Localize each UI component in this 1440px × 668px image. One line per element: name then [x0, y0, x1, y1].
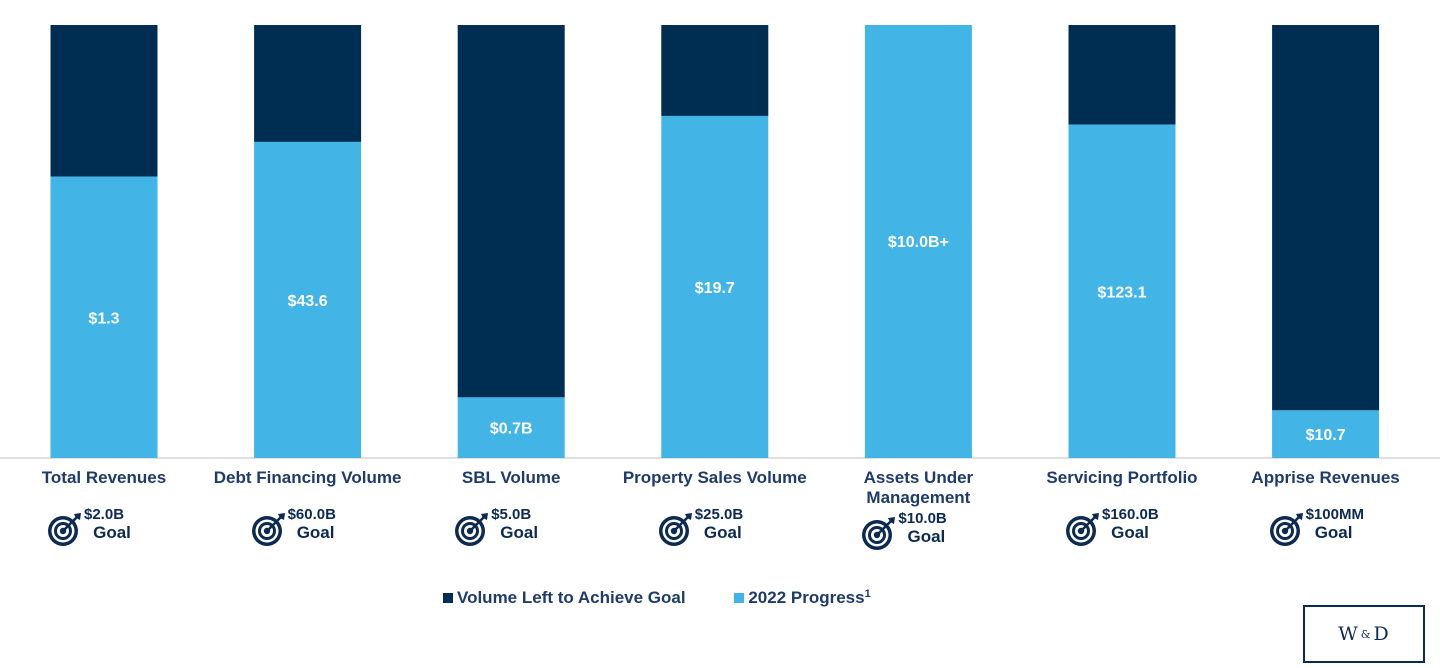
legend-label-progress: 2022 Progress — [748, 588, 865, 607]
legend-label-left: Volume Left to Achieve Goal — [457, 588, 686, 607]
legend-swatch-dark — [443, 593, 453, 603]
goal-word: Goal — [703, 523, 742, 542]
target-icon — [862, 517, 896, 550]
target-icon — [455, 513, 489, 546]
bar-progress-1 — [254, 141, 362, 458]
goal-word: Goal — [296, 523, 335, 542]
goal-word: Goal — [1314, 523, 1353, 542]
data-label-1: $43.6 — [288, 293, 328, 310]
bar-remaining-6 — [1272, 25, 1380, 411]
data-label-4: $10.0B+ — [888, 234, 949, 251]
bar-progress-2 — [457, 397, 565, 458]
footnote-mark: 1 — [864, 588, 871, 600]
bar-remaining-1 — [254, 25, 362, 142]
bar-remaining-2 — [457, 25, 565, 398]
goal-word: Goal — [907, 527, 946, 546]
bar-remaining-5 — [1068, 25, 1176, 125]
target-icon — [658, 513, 692, 546]
goal-amount: $160.0B — [1102, 506, 1159, 523]
goal-marker-0: $2.0B Goal — [46, 506, 206, 554]
wd-logo: W & D — [1303, 605, 1425, 663]
category-label-3: Property Sales Volume — [622, 468, 807, 487]
category-label-4: Assets Under Management — [863, 468, 974, 507]
goal-word: Goal — [500, 523, 539, 542]
target-icon — [1066, 513, 1099, 546]
goal-amount: $60.0B — [287, 506, 336, 523]
bar-progress-6 — [1272, 410, 1380, 458]
goal-marker-3: $25.0B Goal — [657, 506, 817, 554]
goal-amount: $100MM — [1305, 506, 1364, 523]
category-label-0: Total Revenues — [41, 468, 167, 487]
bar-remaining-3 — [661, 25, 769, 116]
goal-marker-1: $60.0B Goal — [250, 506, 410, 554]
bar-progress-0 — [50, 176, 158, 459]
goal-marker-5: $160.0B Goal — [1064, 506, 1224, 554]
stacked-bar-chart: $1.3 $43.6 $0.7B $19.7 $10.0B+ $123.1 $10.7 — [0, 25, 1440, 459]
goal-amount: $25.0B — [694, 506, 744, 523]
legend-item-progress: 2022 Progress 1 — [734, 588, 871, 608]
data-label-0: $1.3 — [88, 310, 119, 327]
data-label-2: $0.7B — [490, 421, 533, 438]
legend: Volume Left to Achieve Goal 2022 Progres… — [443, 588, 915, 610]
category-label-6: Apprise Revenues — [1251, 468, 1400, 487]
target-icon — [48, 513, 81, 546]
goal-amount: $5.0B — [491, 506, 532, 523]
goal-amount: $10.0B — [898, 510, 947, 527]
target-icon — [251, 513, 285, 546]
bar-remaining-0 — [50, 25, 158, 177]
data-label-5: $123.1 — [1098, 284, 1147, 301]
bar-progress-3 — [661, 115, 769, 459]
bar-progress-4 — [864, 25, 972, 458]
goal-marker-2: $5.0B Goal — [453, 506, 613, 554]
category-label-5: Servicing Portfolio — [1046, 468, 1198, 487]
goal-amount: $2.0B — [84, 506, 125, 523]
data-label-6: $10.7 — [1306, 427, 1346, 444]
category-label-1: Debt Financing Volume — [213, 468, 402, 487]
bar-progress-5 — [1068, 124, 1176, 458]
category-label-2: SBL Volume — [461, 468, 561, 487]
goal-word: Goal — [93, 523, 131, 542]
goal-word: Goal — [1111, 523, 1149, 542]
data-label-3: $19.7 — [695, 280, 735, 297]
target-icon — [1269, 513, 1303, 546]
goal-marker-6: $100MM Goal — [1268, 506, 1428, 554]
legend-swatch-light — [734, 593, 745, 603]
goal-marker-4: $10.0B Goal — [860, 510, 1020, 558]
legend-item-left: Volume Left to Achieve Goal — [443, 588, 686, 608]
